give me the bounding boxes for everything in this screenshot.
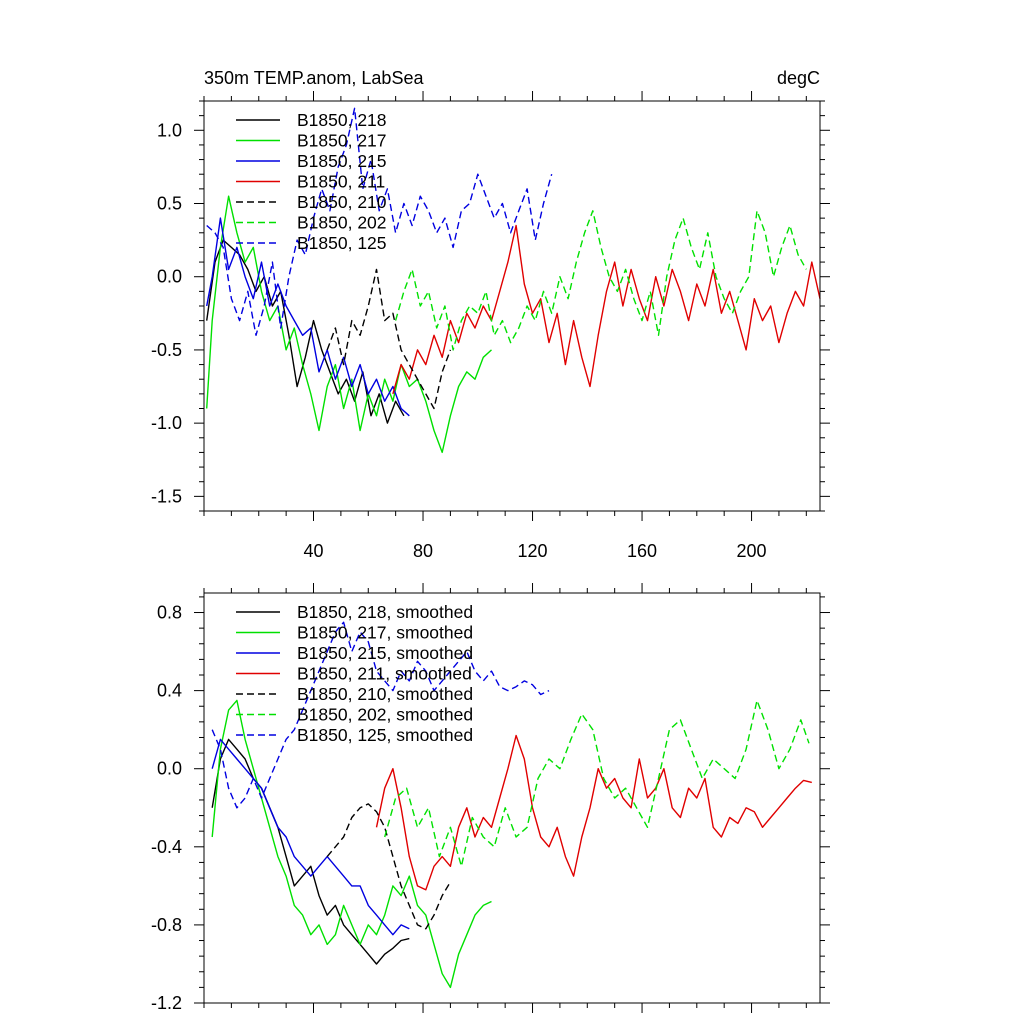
- series-line-6: [206, 107, 553, 336]
- y-tick-label: -1.0: [151, 413, 182, 433]
- legend-label: B1850, 215, smoothed: [297, 643, 473, 663]
- series-line-1: [206, 195, 492, 454]
- legend-label: B1850, 210, smoothed: [297, 684, 473, 704]
- series-line-4: [326, 268, 452, 410]
- plot-frame: [203, 592, 821, 1004]
- legend-label: B1850, 125: [297, 233, 387, 253]
- y-tick-label: 0.0: [157, 267, 182, 287]
- x-tick-label: 200: [737, 541, 767, 561]
- top-panel-units: degC: [777, 68, 820, 88]
- y-tick-label: 0.0: [157, 759, 182, 779]
- legend-label: B1850, 202, smoothed: [297, 705, 473, 725]
- y-tick-label: -0.4: [151, 837, 182, 857]
- top-panel-title: 350m TEMP.anom, LabSea: [204, 68, 424, 88]
- y-tick-label: -0.5: [151, 340, 182, 360]
- y-tick-label: -1.2: [151, 993, 182, 1013]
- legend-label: B1850, 217: [297, 131, 387, 151]
- y-tick-label: -1.5: [151, 486, 182, 506]
- series-line-3: [375, 734, 812, 891]
- top-panel-axes: 40 80 120 160 200 1.0 0.5 0.0 -0.5 -1.0 -1.5: [151, 91, 830, 561]
- y-tick-label: -0.8: [151, 915, 182, 935]
- top-panel-series-layer: [206, 107, 821, 454]
- x-tick-label: 160: [627, 541, 657, 561]
- series-line-1: [211, 699, 492, 989]
- legend-label: B1850, 210: [297, 192, 387, 212]
- series-line-0: [211, 738, 410, 965]
- y-tick-label: 0.8: [157, 603, 182, 623]
- legend-label: B1850, 211, smoothed: [297, 664, 472, 684]
- y-tick-label: 1.0: [157, 120, 182, 140]
- legend-label: B1850, 218, smoothed: [297, 602, 473, 622]
- y-tick-label: 0.4: [157, 681, 182, 701]
- legend-label: B1850, 211: [297, 172, 385, 192]
- series-line-3: [392, 224, 821, 395]
- legend-label: B1850, 217, smoothed: [297, 623, 473, 643]
- y-tick-label: 0.5: [157, 194, 182, 214]
- bottom-panel-axes: 0.8 0.4 0.0 -0.4 -0.8 -1.2: [151, 583, 830, 1013]
- x-tick-label: 80: [413, 541, 433, 561]
- bottom-panel-series-layer: [211, 621, 812, 989]
- x-tick-label: 120: [518, 541, 548, 561]
- legend-label: B1850, 202: [297, 213, 387, 233]
- legend-label: B1850, 218: [297, 110, 387, 130]
- series-line-4: [326, 803, 451, 930]
- bottom-panel: 0.8 0.4 0.0 -0.4 -0.8 -1.2 B1850, 218, smooth…: [151, 583, 830, 1013]
- series-line-5: [394, 210, 807, 351]
- legend-label: B1850, 215: [297, 151, 387, 171]
- legend-label: B1850, 125, smoothed: [297, 725, 473, 745]
- top-panel: 350m TEMP.anom, LabSea degC 40 80 120 160 20…: [151, 68, 830, 561]
- x-tick-label: 40: [303, 541, 323, 561]
- series-line-2: [206, 217, 410, 417]
- series-line-2: [211, 738, 410, 936]
- series-line-6: [211, 621, 550, 809]
